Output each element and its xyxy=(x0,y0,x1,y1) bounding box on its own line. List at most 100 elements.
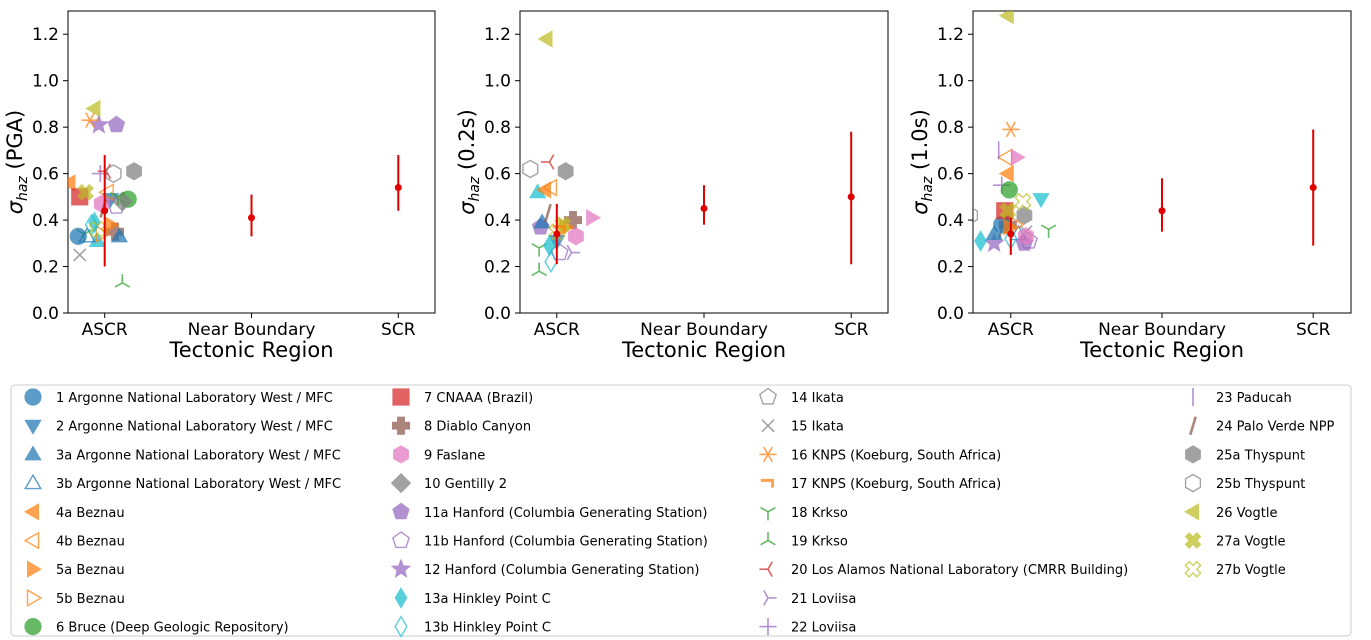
legend-label: 11a Hanford (Columbia Generating Station… xyxy=(424,506,707,521)
point-6 xyxy=(1000,181,1018,199)
point-25b xyxy=(973,207,979,224)
legend-item-5a: 5a Beznau xyxy=(27,560,125,578)
mean-point xyxy=(248,214,255,222)
point-30 xyxy=(1032,193,1050,209)
legend-label: 5a Beznau xyxy=(56,563,125,578)
legend-label: 13a Hinkley Point C xyxy=(424,592,551,607)
point-12 xyxy=(983,232,1005,253)
legend-label: 7 CNAAA (Brazil) xyxy=(424,391,533,406)
legend-marker-13a xyxy=(394,587,408,609)
point-25a xyxy=(557,162,574,181)
y-tick-label: 0.8 xyxy=(32,118,59,138)
mean-point xyxy=(394,184,402,192)
legend-label: 4b Beznau xyxy=(56,535,125,550)
legend-label: 15 Ikata xyxy=(791,420,844,435)
x-tick-label: SCR xyxy=(834,320,869,340)
y-tick-label: 0.4 xyxy=(32,211,59,231)
panel-1: 0.0 0.2 0.4 0.6 0.8 1.0 1.2 ASCR Near Boundary SC… xyxy=(3,10,436,362)
point-3a xyxy=(985,225,1003,241)
y-tick-label: 0.0 xyxy=(937,304,964,324)
legend-label: 22 Loviisa xyxy=(791,621,856,636)
legend-item-14: 14 Ikata xyxy=(759,387,844,406)
legend-item-21: 21 Loviisa xyxy=(763,590,856,607)
point-26 xyxy=(537,30,553,48)
legend-label: 27a Vogtle xyxy=(1216,535,1285,550)
point-16 xyxy=(1002,121,1020,138)
point-26 xyxy=(998,11,1014,25)
y-tick-label: 1.0 xyxy=(32,72,59,92)
legend-label: 17 KNPS (Koeburg, South Africa) xyxy=(791,477,1001,492)
y-tick-label: 0.6 xyxy=(484,165,511,185)
legend-marker-8 xyxy=(391,416,411,435)
point-4a xyxy=(998,164,1014,183)
markers xyxy=(522,30,855,277)
legend-item-6: 6 Bruce (Deep Geologic Repository) xyxy=(24,618,289,636)
legend-label: 26 Vogtle xyxy=(1216,506,1277,521)
legend-marker-20 xyxy=(759,561,773,577)
panel-2: 0.0 0.2 0.4 0.6 0.8 1.0 1.2 ASCR Near Boundary SC… xyxy=(455,10,889,362)
point-27b xyxy=(88,220,106,238)
legend-marker-18 xyxy=(760,506,776,521)
legend-item-12: 12 Hanford (Columbia Generating Station) xyxy=(390,558,700,578)
point-9 xyxy=(568,227,584,246)
legend-marker-15 xyxy=(761,419,775,433)
mean-point xyxy=(101,207,109,215)
legend-label: 9 Faslane xyxy=(424,448,485,463)
legend-marker-26 xyxy=(1183,503,1199,521)
point-13a xyxy=(543,234,556,257)
point-27b xyxy=(548,223,566,241)
legend-marker-4a xyxy=(23,503,39,521)
legend-item-25a: 25a Thyspunt xyxy=(1185,445,1305,464)
y-tick-label: 0.6 xyxy=(937,165,964,185)
legend-item-19: 19 Krkso xyxy=(760,531,848,550)
legend-label: 16 KNPS (Koeburg, South Africa) xyxy=(791,448,1001,463)
y-tick-label: 0.4 xyxy=(484,211,511,231)
point-13a xyxy=(974,230,987,252)
legend-item-13b: 13b Hinkley Point C xyxy=(394,615,551,638)
point-20 xyxy=(540,154,555,170)
legend-label: 19 Krkso xyxy=(791,535,848,550)
legend-label: 18 Krkso xyxy=(791,506,848,521)
legend-label: 12 Hanford (Columbia Generating Station) xyxy=(424,563,700,578)
plot-frame xyxy=(67,10,436,314)
legend-label: 6 Bruce (Deep Geologic Repository) xyxy=(56,621,289,636)
legend-label: 14 Ikata xyxy=(791,391,844,406)
markers xyxy=(973,11,1317,255)
legend-item-7: 7 CNAAA (Brazil) xyxy=(392,388,533,406)
point-25a xyxy=(126,162,142,181)
point-4b xyxy=(98,183,114,202)
x-tick-label: Near Boundary xyxy=(188,320,316,340)
legend-item-27a: 27a Vogtle xyxy=(1184,532,1285,550)
point-19 xyxy=(531,262,547,277)
y-tick-label: 0.4 xyxy=(937,211,964,231)
y-axis-title: σhaz (0.2s) xyxy=(455,109,483,215)
y-tick-label: 0.6 xyxy=(32,165,59,185)
legend-marker-27b xyxy=(1184,560,1202,578)
legend-marker-11b xyxy=(392,531,410,549)
legend-item-26: 26 Vogtle xyxy=(1183,503,1277,521)
legend-item-11a: 11a Hanford (Columbia Generating Station… xyxy=(392,502,707,521)
y-tick-label: 0.0 xyxy=(484,304,511,324)
y-tick-label: 1.0 xyxy=(937,72,964,92)
point-27a xyxy=(999,202,1017,220)
legend: 1 Argonne National Laboratory West / MFC… xyxy=(10,384,1352,638)
y-tick-label: 1.2 xyxy=(32,25,59,45)
point-4a xyxy=(68,174,76,192)
legend-marker-14 xyxy=(759,387,777,405)
legend-marker-22 xyxy=(759,618,777,636)
legend-label: 3b Argonne National Laboratory West / MF… xyxy=(56,477,341,492)
legend-label: 24 Palo Verde NPP xyxy=(1216,420,1335,435)
legend-item-18: 18 Krkso xyxy=(760,506,848,521)
x-axis-title: Tectonic Region xyxy=(621,338,786,362)
legend-label: 3a Argonne National Laboratory West / MF… xyxy=(56,448,341,463)
legend-item-10: 10 Gentilly 2 xyxy=(390,472,507,494)
y-tick-label: 0.2 xyxy=(484,258,511,278)
x-tick-label: ASCR xyxy=(534,320,580,340)
legend-marker-1 xyxy=(24,388,42,406)
mean-point xyxy=(700,204,708,212)
legend-label: 5b Beznau xyxy=(56,592,125,607)
legend-item-25b: 25b Thyspunt xyxy=(1184,473,1305,493)
legend-marker-9 xyxy=(393,445,409,464)
y-tick-label: 1.2 xyxy=(937,25,964,45)
